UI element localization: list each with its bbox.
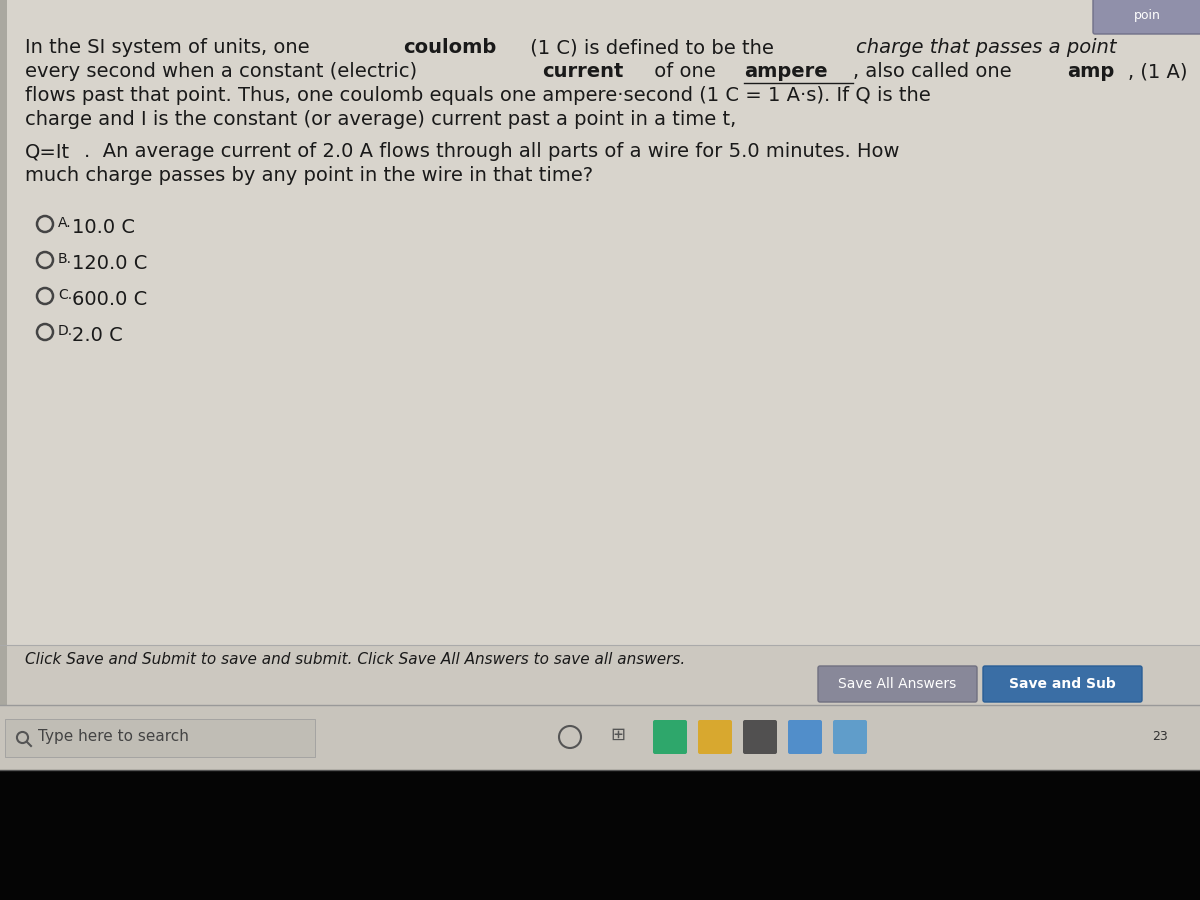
FancyBboxPatch shape	[0, 0, 7, 705]
Text: 10.0 C: 10.0 C	[72, 218, 134, 237]
Text: amp: amp	[1067, 62, 1114, 81]
Text: charge and I is the constant (or average) current past a point in a time t,: charge and I is the constant (or average…	[25, 110, 737, 129]
Text: In the SI system of units, one: In the SI system of units, one	[25, 38, 316, 57]
Text: (1 C) is defined to be the: (1 C) is defined to be the	[524, 38, 780, 57]
Text: , (1 A): , (1 A)	[1128, 62, 1188, 81]
Text: B.: B.	[58, 252, 72, 266]
FancyBboxPatch shape	[1093, 0, 1200, 34]
Text: every second when a constant (electric): every second when a constant (electric)	[25, 62, 424, 81]
Text: A.: A.	[58, 216, 72, 230]
Text: 2.0 C: 2.0 C	[72, 326, 122, 345]
Text: current: current	[542, 62, 624, 81]
Text: coulomb: coulomb	[403, 38, 496, 57]
FancyBboxPatch shape	[698, 720, 732, 754]
FancyBboxPatch shape	[0, 770, 1200, 900]
FancyBboxPatch shape	[983, 666, 1142, 702]
Text: Q=It: Q=It	[25, 142, 70, 161]
Text: .  An average current of 2.0 A flows through all parts of a wire for 5.0 minutes: . An average current of 2.0 A flows thro…	[84, 142, 899, 161]
FancyBboxPatch shape	[0, 645, 1200, 705]
FancyBboxPatch shape	[818, 666, 977, 702]
Text: charge that passes a point: charge that passes a point	[857, 38, 1117, 57]
Text: Type here to search: Type here to search	[38, 730, 188, 744]
FancyBboxPatch shape	[833, 720, 866, 754]
FancyBboxPatch shape	[0, 705, 1200, 770]
FancyBboxPatch shape	[743, 720, 778, 754]
Text: flows past that point. Thus, one coulomb equals one ampere·second (1 C = 1 A·s).: flows past that point. Thus, one coulomb…	[25, 86, 931, 105]
Text: C.: C.	[58, 288, 72, 302]
Text: ampere: ampere	[744, 62, 828, 81]
FancyBboxPatch shape	[653, 720, 686, 754]
FancyBboxPatch shape	[788, 720, 822, 754]
Text: Save All Answers: Save All Answers	[838, 677, 956, 691]
FancyBboxPatch shape	[0, 0, 1200, 705]
Text: , also called one: , also called one	[853, 62, 1018, 81]
Text: poin: poin	[1134, 10, 1160, 22]
Text: Click Save and Submit to save and submit. Click Save All Answers to save all ans: Click Save and Submit to save and submit…	[25, 652, 685, 667]
Text: of one: of one	[648, 62, 722, 81]
Text: 120.0 C: 120.0 C	[72, 254, 148, 273]
Text: 23: 23	[1152, 731, 1168, 743]
Text: Save and Sub: Save and Sub	[1009, 677, 1115, 691]
Text: 600.0 C: 600.0 C	[72, 290, 148, 309]
Text: D.: D.	[58, 324, 73, 338]
FancyBboxPatch shape	[5, 719, 314, 757]
Text: much charge passes by any point in the wire in that time?: much charge passes by any point in the w…	[25, 166, 593, 185]
Text: ⊞: ⊞	[611, 726, 625, 744]
FancyBboxPatch shape	[0, 645, 7, 705]
